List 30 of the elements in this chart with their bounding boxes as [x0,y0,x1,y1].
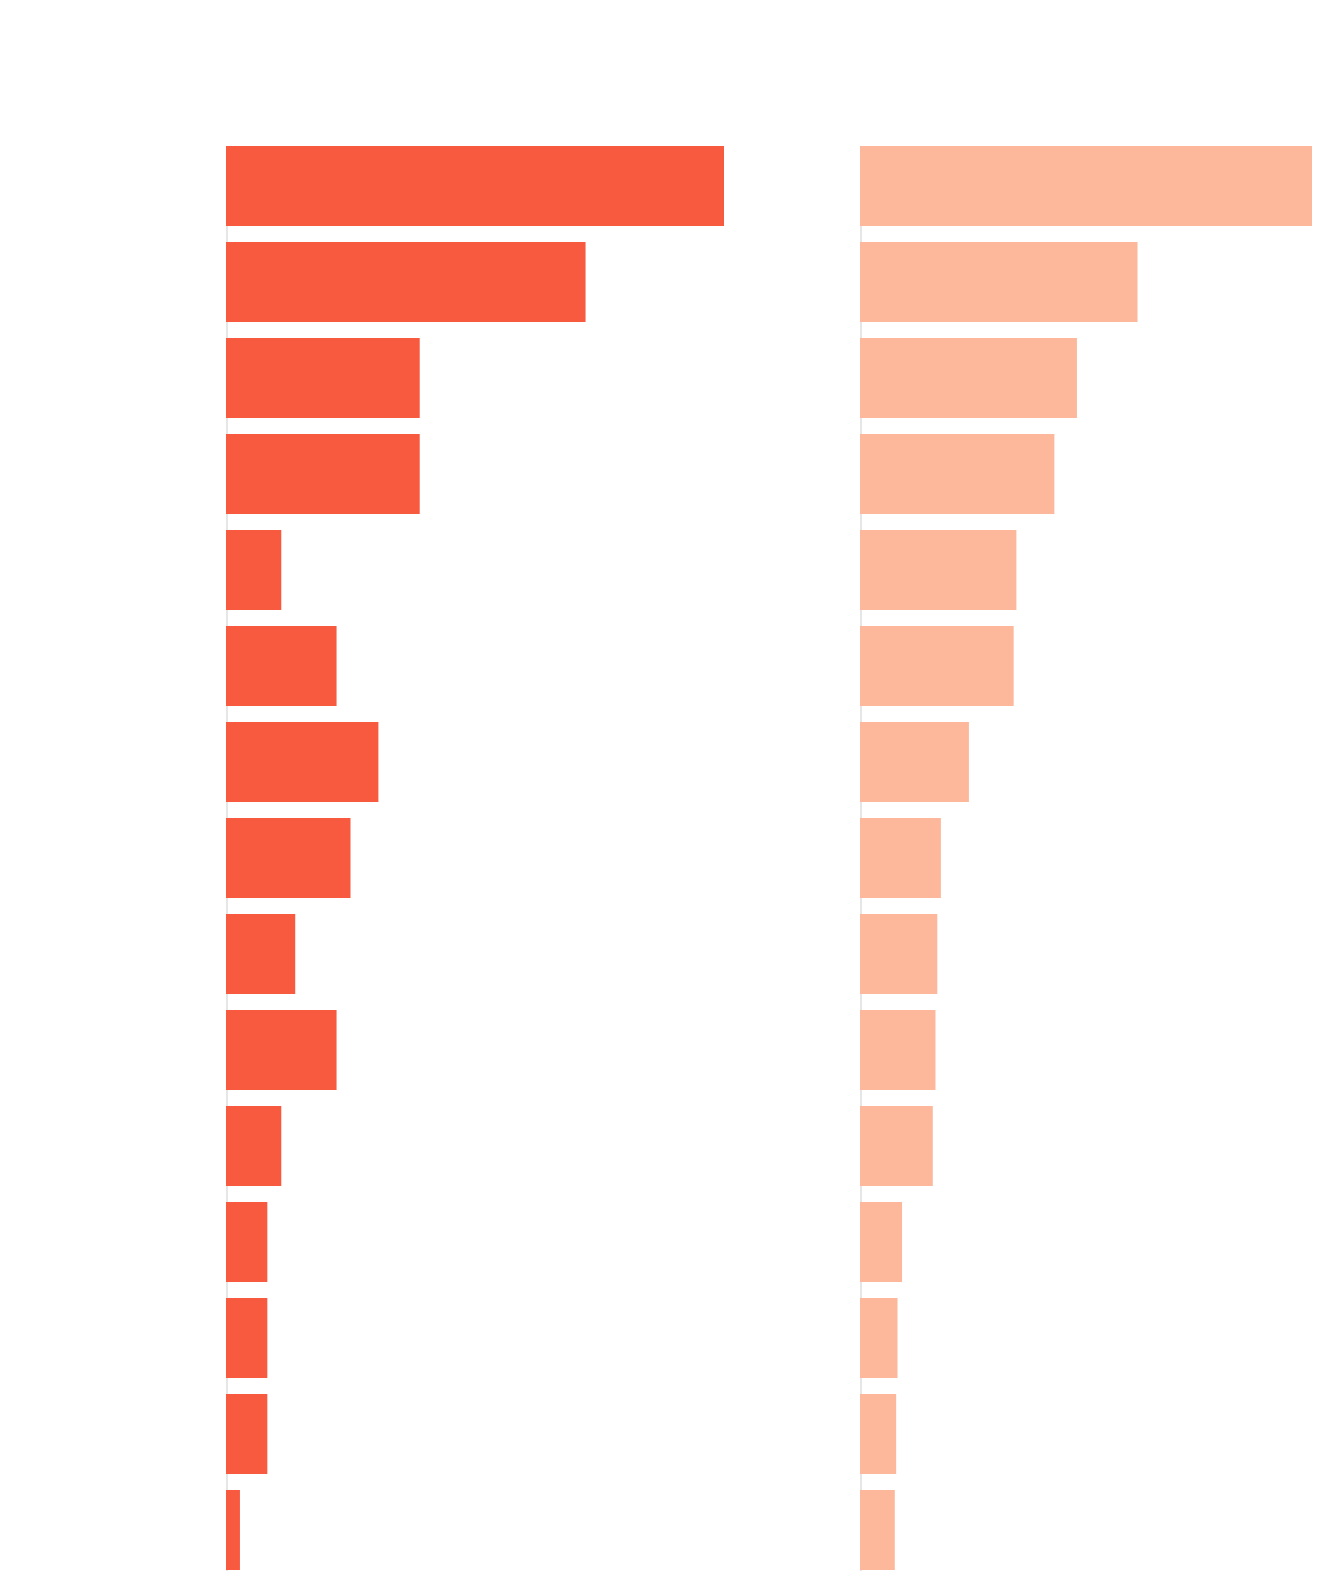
bar [860,242,1138,322]
bar [226,1010,337,1090]
bar [226,530,282,610]
bar [860,722,969,802]
bar [226,1394,268,1474]
bar [860,146,1312,226]
bar [226,626,337,706]
bar [226,1202,268,1282]
bar [860,818,941,898]
bar [860,434,1055,514]
bar [860,1106,933,1186]
bar [860,530,1017,610]
bar [226,434,420,514]
bar [226,818,351,898]
bar [226,1106,282,1186]
bar [860,1010,936,1090]
bar [226,722,379,802]
bar [860,1394,897,1474]
bar [860,1490,895,1570]
bar [860,1298,898,1378]
bar [226,914,296,994]
bar [226,242,586,322]
bar [226,146,724,226]
bar [860,914,938,994]
bar [860,626,1014,706]
bar [860,338,1077,418]
bar [226,1298,268,1378]
bar [226,1490,240,1570]
bar [860,1202,903,1282]
bar [226,338,420,418]
